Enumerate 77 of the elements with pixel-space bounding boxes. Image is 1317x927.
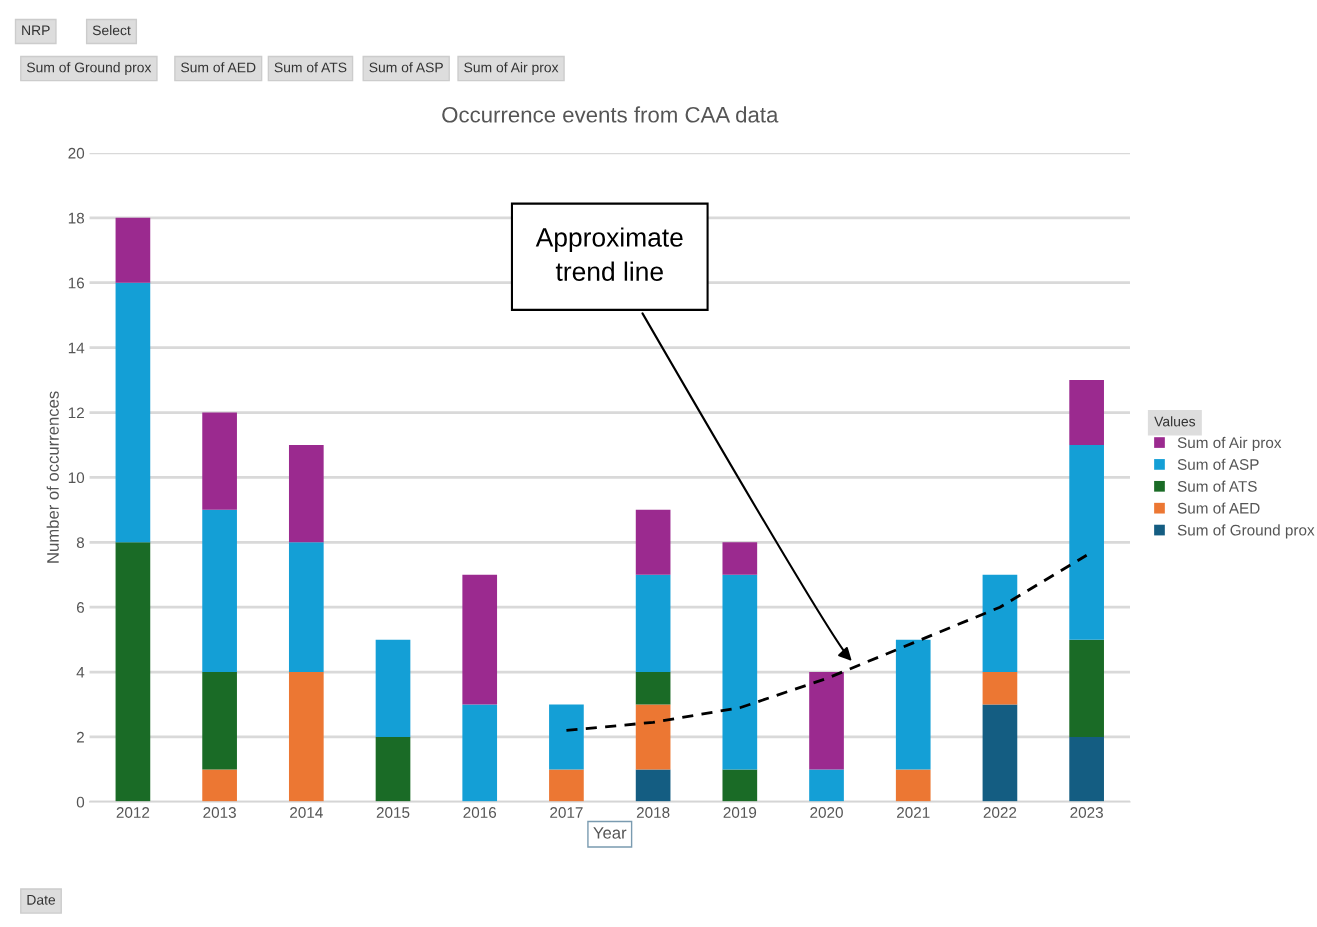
bar [635,672,671,705]
bar [1069,736,1104,802]
y-tick-label: 16 [68,277,85,289]
bar [115,282,151,543]
bar [202,672,237,770]
text: Sum of ATS [274,62,347,73]
bar [549,704,584,770]
bar [895,639,931,770]
text: Sum of ASP [369,62,443,73]
bar [722,574,758,770]
legend-title: Values [1154,416,1196,427]
bar [288,542,324,673]
bar [635,509,671,575]
bar [202,412,237,510]
x-tick-label: 2018 [636,807,670,818]
y-tick-label: 6 [76,602,85,613]
annotation: Approximate trend line [535,227,683,281]
x-tick-label: 2019 [723,807,757,818]
x-tick-label: 2014 [290,807,323,818]
bar [375,736,411,802]
x-axis-title: Year [593,827,627,839]
y-tick-label: 8 [76,537,85,548]
bar [202,509,237,673]
x-tick-label: 2012 [116,807,150,818]
y-tick-label: 2 [76,731,84,743]
legend-label: Sum of ASP [1177,458,1259,470]
y-tick-label: 10 [68,472,85,484]
bar [462,574,498,705]
bar [635,574,671,673]
line-series [565,553,1089,732]
x-tick-label: 2017 [550,807,583,818]
bar [1069,444,1104,640]
text: NRP [22,25,50,36]
y-tick-label: 4 [76,667,85,678]
bar [809,769,844,802]
text: Select [92,25,131,36]
bar [1069,380,1104,445]
legend-label: Sum of Ground prox [1177,524,1315,539]
text: Sum of Air prox [464,62,559,76]
bar [982,574,1018,673]
x-tick-label: 2023 [1070,807,1103,818]
text: Sum of Ground prox [26,62,152,76]
bar [288,444,324,543]
text: Sum of AED [181,62,256,73]
bar [635,704,671,770]
bar [115,217,151,283]
x-tick-label: 2021 [897,807,930,818]
legend-label: Sum of ATS [1177,480,1257,492]
x-tick-label: 2022 [983,807,1017,818]
bar [202,769,237,802]
text: Date [27,895,56,905]
x-tick-label: 2013 [203,807,236,818]
x-tick-label: 2016 [463,807,497,818]
bar [288,672,324,802]
x-tick-label: 2020 [810,807,843,818]
y-tick-label: 20 [68,147,85,159]
legend-label: Sum of Air prox [1177,436,1282,452]
y-tick-label: 12 [68,407,84,419]
y-tick-label: 14 [68,342,85,354]
chart-title: Occurrence events from CAA data [442,106,779,123]
y-axis-title: Number of occurrences [46,391,59,563]
legend-label: Sum of AED [1177,502,1260,514]
bar [982,672,1018,705]
bar [722,769,758,802]
bar [635,769,671,802]
y-tick-label: 0 [76,796,85,808]
bar [462,704,498,802]
x-tick-label: 2015 [376,807,410,818]
bar [982,704,1018,802]
bar [549,769,584,802]
bar [375,639,411,737]
bar [115,542,151,802]
bar [809,672,844,770]
bar [722,542,758,575]
y-tick-label: 18 [68,212,85,224]
bar [1069,639,1104,737]
bar [895,769,931,802]
